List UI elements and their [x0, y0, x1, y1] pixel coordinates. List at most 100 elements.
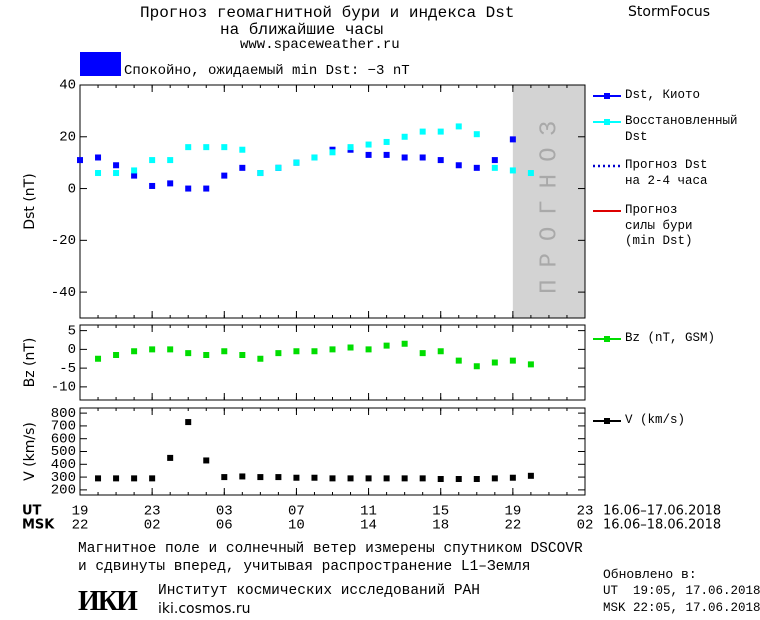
data-point [509, 357, 516, 364]
x-tick-label: 10 [288, 518, 305, 534]
y-tick-label: -20 [51, 233, 76, 249]
y-tick-label: 300 [51, 470, 76, 486]
data-point [401, 133, 408, 140]
data-point [311, 154, 318, 161]
data-point [131, 475, 138, 482]
data-point [509, 167, 516, 174]
data-point [275, 164, 282, 171]
forecast-region [512, 85, 585, 318]
data-point [491, 359, 498, 366]
data-point [293, 348, 300, 355]
data-point [419, 475, 426, 482]
x-row-label: UT [22, 504, 42, 519]
data-point [185, 419, 192, 426]
y-tick-label: -10 [51, 380, 76, 396]
data-point [491, 157, 498, 164]
data-point [365, 151, 372, 158]
y-tick-label: 0 [68, 342, 76, 358]
data-point [95, 355, 102, 362]
status-box [80, 52, 121, 76]
data-point [239, 473, 246, 480]
legend-label: Восстановленный Dst [625, 114, 738, 144]
data-point [203, 457, 210, 464]
data-point [365, 141, 372, 148]
legend-marker [604, 93, 610, 99]
x-tick-label: 19 [504, 504, 521, 520]
data-point [473, 363, 480, 370]
site[interactable]: iki.cosmos.ru [158, 601, 251, 617]
data-point [455, 162, 462, 169]
data-point [221, 144, 228, 151]
data-point [275, 474, 282, 481]
x-tick-label: 07 [288, 504, 305, 520]
legend-label: Прогноз Dst на 2-4 часа [625, 158, 708, 188]
data-point [275, 350, 282, 357]
data-point [149, 346, 156, 353]
plot-frame [79, 84, 586, 319]
data-point [401, 340, 408, 347]
data-point [473, 164, 480, 171]
data-point [257, 170, 264, 177]
x-date-range: 16.06–18.06.2018 [603, 518, 721, 533]
data-point [293, 159, 300, 166]
data-point [113, 170, 120, 177]
legend-label: Bz (nT, GSM) [625, 331, 716, 345]
data-point [203, 185, 210, 192]
x-date-range: 16.06–17.06.2018 [603, 504, 721, 519]
data-point [455, 357, 462, 364]
data-point [95, 475, 102, 482]
plot-frame [79, 324, 586, 401]
brand: StormFocus [628, 4, 711, 20]
data-point [221, 172, 228, 179]
title: Прогноз геомагнитной бури и индекса Dst [140, 4, 515, 22]
data-point [257, 355, 264, 362]
data-point [419, 350, 426, 357]
data-point [455, 123, 462, 130]
data-point [293, 474, 300, 481]
data-point [149, 475, 156, 482]
updated-ut: UT 19:05, 17.06.2018 [603, 584, 760, 598]
legend-label: Dst, Киото [625, 88, 701, 102]
data-point [185, 144, 192, 151]
data-point [311, 348, 318, 355]
x-tick-label: 11 [360, 504, 377, 520]
data-point [455, 476, 462, 483]
plot-frame [79, 407, 586, 496]
data-point [383, 342, 390, 349]
data-point [257, 474, 264, 481]
data-point [167, 180, 174, 187]
data-point [95, 170, 102, 177]
x-tick-label: 22 [504, 518, 521, 534]
subtitle: на ближайшие часы [220, 21, 384, 39]
legend-label: Прогноз силы бури (min Dst) [625, 203, 693, 249]
y-tick-label: 400 [51, 457, 76, 473]
x-tick-label: 22 [72, 518, 89, 534]
data-point [527, 361, 534, 368]
url[interactable]: www.spaceweather.ru [240, 37, 400, 53]
y-tick-label: 0 [68, 181, 76, 197]
data-point [131, 348, 138, 355]
forecast-label: ПРОГНОЗ [536, 109, 563, 294]
data-point [239, 352, 246, 358]
data-point [527, 472, 534, 479]
data-point [383, 151, 390, 158]
data-point [77, 157, 83, 164]
institute: Институт космических исследований РАН [158, 583, 480, 599]
data-point [527, 170, 534, 177]
y-axis-label: Bz (nT) [22, 338, 38, 388]
x-tick-label: 18 [432, 518, 449, 534]
data-point [437, 348, 444, 355]
data-point [509, 136, 516, 143]
x-tick-label: 23 [144, 504, 161, 520]
data-point [473, 131, 480, 138]
data-point [491, 164, 498, 171]
data-point [365, 346, 372, 353]
data-point [185, 350, 192, 357]
y-axis-label: V (km/s) [22, 422, 38, 481]
data-point [203, 144, 210, 151]
data-point [437, 157, 444, 164]
legend-marker [604, 336, 610, 342]
data-point [239, 146, 246, 153]
data-point [185, 185, 192, 192]
